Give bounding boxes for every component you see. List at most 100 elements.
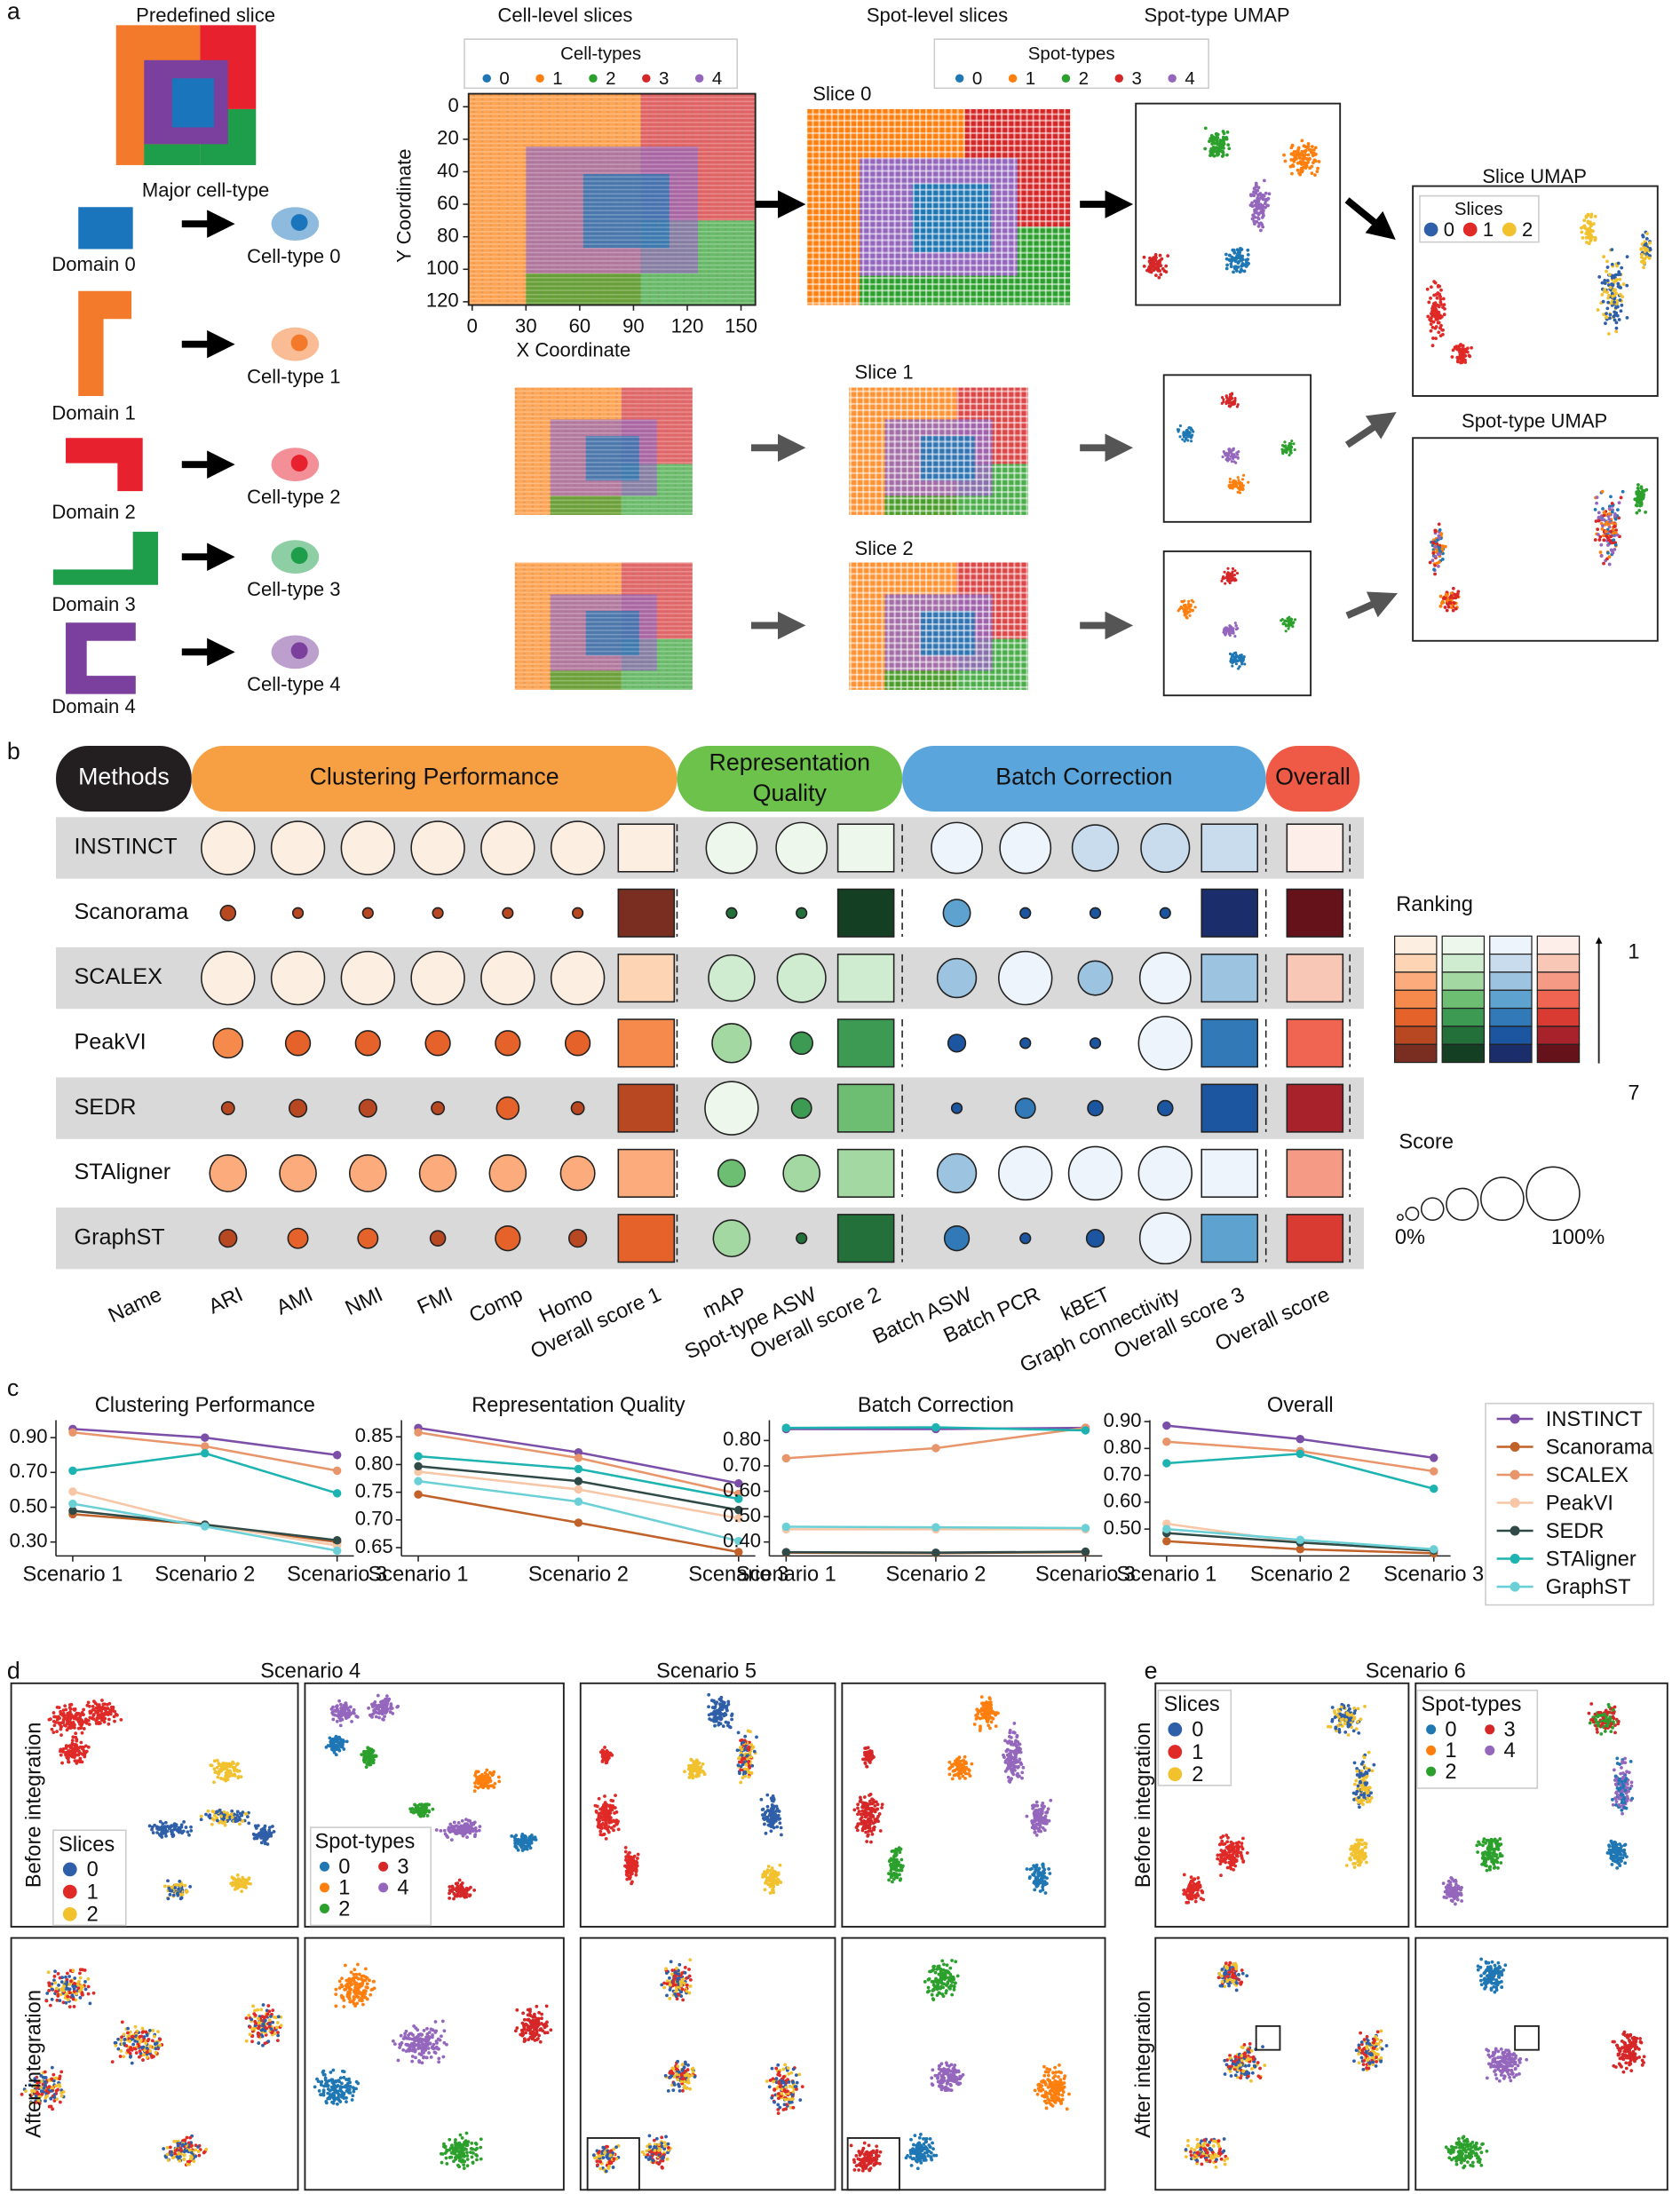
x-tick-label: Scenario 1 bbox=[22, 1564, 123, 1587]
umap-point bbox=[1429, 322, 1433, 327]
umap-point bbox=[356, 2081, 361, 2086]
umap-point bbox=[431, 2035, 434, 2040]
domain-label: Domain 3 bbox=[52, 593, 135, 615]
umap-point bbox=[1287, 618, 1291, 622]
umap-point bbox=[1255, 219, 1259, 224]
umap-point bbox=[1154, 273, 1158, 278]
umap-point bbox=[1611, 294, 1615, 298]
score-circle bbox=[931, 821, 983, 875]
umap-point bbox=[340, 1976, 344, 1980]
domain-label: Domain 0 bbox=[52, 253, 135, 275]
umap-point bbox=[1429, 318, 1433, 322]
umap-point bbox=[516, 1848, 520, 1852]
umap-point bbox=[1438, 292, 1442, 297]
umap-point bbox=[1431, 541, 1435, 545]
umap-point bbox=[175, 1882, 179, 1887]
cell-texture bbox=[468, 93, 756, 305]
umap-point bbox=[1298, 154, 1303, 157]
umap-point bbox=[86, 1718, 91, 1723]
umap-point bbox=[1289, 446, 1294, 449]
umap-point bbox=[339, 1707, 343, 1710]
umap-point bbox=[380, 1706, 384, 1709]
umap-point bbox=[67, 1991, 72, 1995]
umap-point bbox=[492, 1770, 496, 1774]
umap-point bbox=[1606, 550, 1610, 555]
frame bbox=[579, 1682, 836, 1928]
title: Slice UMAP bbox=[1482, 165, 1587, 187]
score-circle bbox=[1087, 1099, 1104, 1117]
umap-point bbox=[1635, 491, 1639, 495]
legend-marker bbox=[1510, 1414, 1520, 1424]
umap-point bbox=[1253, 199, 1257, 203]
rank-legend-cell bbox=[1441, 1043, 1486, 1064]
umap-point bbox=[413, 2039, 417, 2043]
frame bbox=[579, 1937, 836, 2191]
umap-point bbox=[1637, 509, 1642, 512]
umap-point bbox=[1613, 511, 1617, 516]
score-circle bbox=[796, 907, 808, 919]
umap-point bbox=[401, 2047, 406, 2052]
umap-point bbox=[1228, 624, 1232, 628]
umap-point bbox=[45, 1992, 50, 1995]
umap-point bbox=[441, 2055, 446, 2059]
umap-point bbox=[330, 1711, 335, 1715]
cell-nucleus bbox=[290, 642, 308, 660]
umap-point bbox=[1454, 345, 1459, 349]
umap-point bbox=[1620, 265, 1624, 270]
umap-point bbox=[1224, 266, 1229, 271]
umap-point bbox=[186, 1830, 190, 1834]
score-circle bbox=[270, 950, 326, 1006]
legend-label: 3 bbox=[1131, 68, 1141, 89]
title: Scenario 4 bbox=[260, 1659, 361, 1683]
umap-point bbox=[1203, 126, 1208, 131]
score-circle bbox=[201, 950, 256, 1006]
umap-point bbox=[344, 1705, 348, 1709]
rank-square bbox=[1286, 1214, 1344, 1263]
umap-point bbox=[1280, 448, 1284, 451]
umap-point bbox=[1608, 313, 1613, 317]
score-circle bbox=[942, 899, 971, 928]
umap-point bbox=[1290, 171, 1294, 176]
umap-point bbox=[1236, 403, 1240, 407]
umap-point bbox=[1641, 234, 1644, 237]
umap-point bbox=[1225, 263, 1230, 267]
series-point bbox=[1430, 1467, 1438, 1476]
umap-point bbox=[1238, 482, 1241, 487]
umap-point bbox=[1317, 160, 1321, 163]
umap-point bbox=[353, 1982, 357, 1986]
umap-point bbox=[248, 2032, 252, 2037]
umap-point bbox=[1430, 325, 1435, 329]
umap-point bbox=[1593, 214, 1597, 218]
umap-point bbox=[348, 2091, 353, 2095]
umap-point bbox=[187, 1833, 191, 1837]
umap-point bbox=[1229, 485, 1233, 488]
umap-point bbox=[1265, 203, 1269, 208]
umap-point bbox=[1232, 447, 1235, 450]
umap-point bbox=[1430, 344, 1435, 348]
umap-point bbox=[1164, 264, 1169, 268]
score-circle bbox=[432, 907, 444, 919]
umap-point bbox=[1288, 615, 1291, 619]
umap-point bbox=[244, 1878, 249, 1882]
panel-label: a bbox=[7, 0, 20, 24]
umap-point bbox=[1455, 592, 1460, 596]
series-point bbox=[931, 1422, 940, 1432]
umap-point bbox=[185, 1889, 189, 1894]
umap-point bbox=[1192, 430, 1195, 433]
umap-point bbox=[1605, 259, 1609, 264]
group-label: Representation bbox=[709, 749, 871, 776]
series-point bbox=[931, 1523, 940, 1532]
umap-point bbox=[476, 1786, 480, 1790]
score-circle bbox=[354, 1030, 381, 1057]
umap-point bbox=[321, 2070, 325, 2074]
series-point bbox=[781, 1453, 791, 1463]
umap-point bbox=[1238, 653, 1242, 657]
umap-point bbox=[129, 2055, 132, 2059]
umap-point bbox=[1433, 545, 1438, 550]
umap-point bbox=[337, 1736, 342, 1740]
domain-icon bbox=[78, 207, 133, 249]
umap-point bbox=[1234, 651, 1238, 654]
umap-point bbox=[1587, 242, 1591, 246]
umap-point bbox=[1597, 515, 1601, 519]
umap-point bbox=[365, 1756, 369, 1760]
